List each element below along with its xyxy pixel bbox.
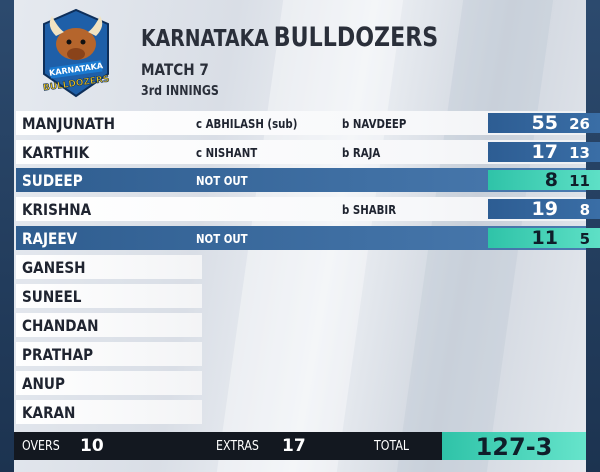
balls: 11: [569, 172, 590, 190]
batsman-name: PRATHAP: [22, 345, 94, 364]
balls: 13: [569, 144, 590, 162]
extras-value: 17: [282, 436, 306, 456]
batsman-name: SUNEEL: [22, 287, 82, 306]
dismissal-bowler: b NAVDEEP: [342, 117, 407, 131]
yet-to-bat-row: ANUP: [16, 371, 202, 395]
innings-label: 3rd INNINGS: [141, 84, 219, 99]
balls: 5: [579, 230, 590, 248]
batsman-row-not-out: SUDEEP NOT OUT 8 11: [16, 168, 600, 192]
score-box: 8 11: [488, 169, 600, 191]
yet-to-bat-row: PRATHAP: [16, 342, 202, 366]
dismissal-bowler: b RAJA: [342, 146, 381, 160]
score-box: 55 26: [488, 112, 600, 134]
batsman-name: KARAN: [22, 403, 76, 422]
total-box: 127-3: [442, 432, 586, 461]
team-name: KARNATAKA BULLDOZERS: [141, 22, 438, 53]
team-name-second: BULLDOZERS: [273, 22, 439, 53]
score-box: 17 13: [488, 141, 600, 163]
runs: 11: [531, 227, 558, 249]
extras-label: EXTRAS: [216, 439, 259, 454]
frame-left-edge: [0, 0, 14, 472]
total-label: TOTAL: [374, 439, 410, 454]
yet-to-bat-row: SUNEEL: [16, 284, 202, 308]
batsman-row: MANJUNATH c ABHILASH (sub) b NAVDEEP 55 …: [16, 111, 600, 135]
balls: 8: [579, 201, 590, 219]
team-logo: KARNATAKA BULLDOZERS: [42, 8, 110, 98]
runs: 8: [544, 169, 558, 191]
dismissal-fielder: c NISHANT: [196, 146, 258, 160]
dismissal-fielder: c ABHILASH (sub): [196, 117, 298, 131]
match-label: MATCH 7: [141, 60, 209, 79]
batsman-name: MANJUNATH: [22, 114, 116, 133]
batsman-row-not-out: RAJEEV NOT OUT 11 5: [16, 226, 600, 250]
runs: 17: [531, 141, 558, 163]
team-name-first: KARNATAKA: [141, 26, 269, 52]
batsman-name: KRISHNA: [22, 200, 92, 219]
overs-value: 10: [80, 436, 104, 456]
yet-to-bat-row: GANESH: [16, 255, 202, 279]
score-box: 19 8: [488, 198, 600, 220]
batsman-name: CHANDAN: [22, 316, 99, 335]
batsman-name: RAJEEV: [22, 229, 78, 248]
yet-to-bat-row: KARAN: [16, 400, 202, 424]
batsman-name: GANESH: [22, 258, 86, 277]
yet-to-bat-row: CHANDAN: [16, 313, 202, 337]
not-out-label: NOT OUT: [196, 174, 248, 188]
summary-bar: OVERS 10 EXTRAS 17 TOTAL 127-3: [14, 432, 586, 461]
batsman-name: SUDEEP: [22, 171, 83, 190]
batsman-name: ANUP: [22, 374, 65, 393]
runs: 19: [531, 198, 558, 220]
batsman-name: KARTHIK: [22, 143, 90, 162]
dismissal-bowler: b SHABIR: [342, 203, 397, 217]
total-value: 127-3: [475, 433, 553, 461]
not-out-label: NOT OUT: [196, 232, 248, 246]
batsman-row: KARTHIK c NISHANT b RAJA 17 13: [16, 140, 600, 164]
score-box: 11 5: [488, 227, 600, 249]
balls: 26: [569, 115, 590, 133]
runs: 55: [531, 112, 558, 134]
batsman-row: KRISHNA b SHABIR 19 8: [16, 197, 600, 221]
overs-label: OVERS: [22, 439, 60, 454]
